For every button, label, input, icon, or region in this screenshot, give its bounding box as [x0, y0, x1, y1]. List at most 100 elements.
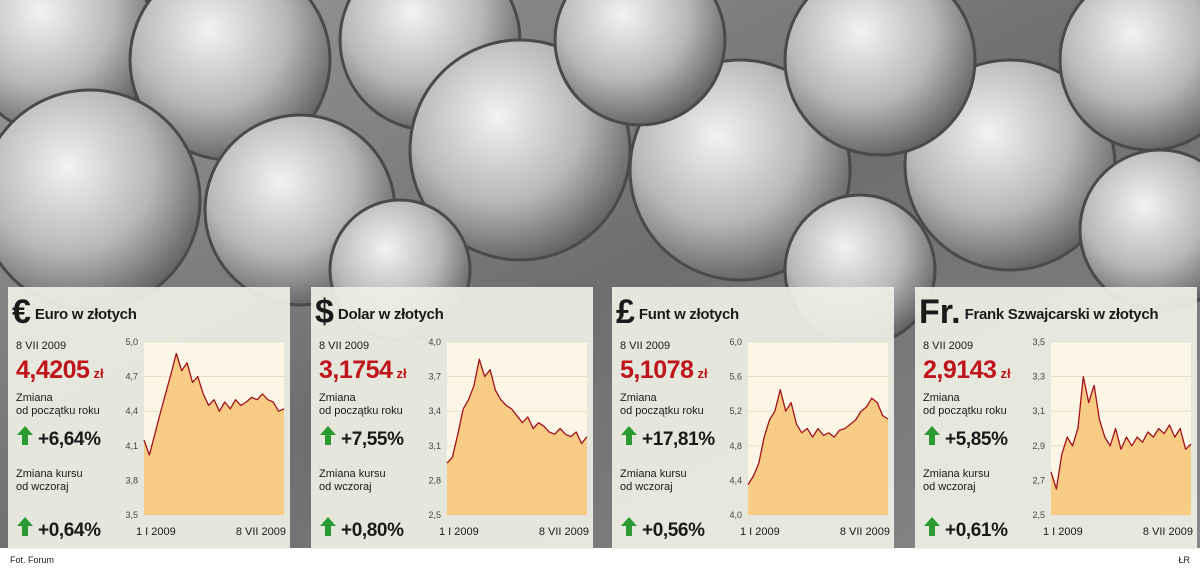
- area: [1051, 376, 1191, 515]
- ytd-label: Zmiana: [319, 392, 357, 404]
- y-tick-label: 3,4: [428, 406, 441, 416]
- ytd-label: Zmiana: [620, 392, 658, 404]
- y-tick-label: 3,7: [428, 372, 441, 382]
- day-label: Zmiana kursu: [16, 468, 83, 480]
- line: [1050, 375, 1192, 490]
- up-arrow: [17, 426, 33, 445]
- day-change: +0,80%: [341, 520, 404, 541]
- panel-title: Frank Szwajcarski w złotych: [965, 306, 1159, 323]
- x-tick-label: 8 VII 2009: [840, 526, 890, 538]
- day-label: od wczoraj: [16, 481, 69, 493]
- y-tick-label: 5,0: [125, 337, 138, 347]
- rate-unit: zł: [1000, 366, 1011, 381]
- y-tick-label: 2,5: [1032, 510, 1045, 520]
- rate: 3,1754: [319, 356, 393, 384]
- area: [447, 359, 587, 515]
- y-tick-label: 3,8: [125, 475, 138, 485]
- up-arrow: [17, 517, 33, 536]
- y-tick-label: 2,8: [428, 475, 441, 485]
- author: ŁR: [1178, 555, 1190, 565]
- day-change: +0,56%: [642, 520, 705, 541]
- date: 8 VII 2009: [620, 340, 670, 352]
- area: [748, 389, 888, 515]
- y-tick-label: 5,2: [729, 406, 742, 416]
- line: [747, 388, 889, 486]
- ytd-label: od początku roku: [319, 405, 403, 417]
- area: [144, 353, 284, 515]
- day-label: Zmiana kursu: [319, 468, 386, 480]
- y-tick-label: 4,7: [125, 372, 138, 382]
- y-tick-label: 3,1: [428, 441, 441, 451]
- x-tick-label: 1 I 2009: [740, 526, 780, 538]
- date: 8 VII 2009: [319, 340, 369, 352]
- y-tick-label: 4,8: [729, 441, 742, 451]
- day-label: Zmiana kursu: [923, 468, 990, 480]
- rate: 5,1078: [620, 356, 694, 384]
- up-arrow: [320, 426, 336, 445]
- x-tick-label: 8 VII 2009: [236, 526, 286, 538]
- date: 8 VII 2009: [16, 340, 66, 352]
- ytd-change: +6,64%: [38, 429, 101, 450]
- up-arrow: [621, 517, 637, 536]
- panel-title: Euro w złotych: [35, 306, 137, 323]
- y-tick-label: 3,3: [1032, 372, 1045, 382]
- panel-title: Dolar w złotych: [338, 306, 444, 323]
- up-arrow: [320, 517, 336, 536]
- rate: 2,9143: [923, 356, 996, 384]
- day-label: Zmiana kursu: [620, 468, 687, 480]
- ytd-label: od początku roku: [620, 405, 704, 417]
- x-tick-label: 8 VII 2009: [1143, 526, 1193, 538]
- line: [143, 352, 285, 456]
- y-tick-label: 6,0: [729, 337, 742, 347]
- currency-symbol: £: [616, 293, 635, 331]
- up-arrow: [924, 517, 940, 536]
- y-tick-label: 3,5: [1032, 337, 1045, 347]
- up-arrow: [621, 426, 637, 445]
- ytd-change: +5,85%: [945, 429, 1008, 450]
- rate-unit: zł: [697, 366, 708, 381]
- day-label: od wczoraj: [923, 481, 976, 493]
- line: [446, 358, 588, 464]
- rate-unit: zł: [93, 366, 104, 381]
- photo-credit: Fot. Forum: [10, 555, 54, 565]
- day-change: +0,61%: [945, 520, 1008, 541]
- rate-unit: zł: [396, 366, 407, 381]
- day-change: +0,64%: [38, 520, 101, 541]
- ytd-label: od początku roku: [16, 405, 100, 417]
- y-tick-label: 4,0: [428, 337, 441, 347]
- x-tick-label: 1 I 2009: [136, 526, 176, 538]
- y-tick-label: 4,0: [729, 510, 742, 520]
- y-tick-label: 4,4: [125, 406, 138, 416]
- ytd-label: Zmiana: [923, 392, 961, 404]
- currency-panel: $ Dolar w złotych 8 VII 2009 3,1754 zł Zmiana…: [311, 287, 593, 549]
- ytd-label: Zmiana: [16, 392, 54, 404]
- y-tick-label: 5,6: [729, 372, 742, 382]
- y-tick-label: 3,1: [1032, 406, 1045, 416]
- ytd-change: +7,55%: [341, 429, 404, 450]
- day-label: od wczoraj: [620, 481, 673, 493]
- y-tick-label: 2,5: [428, 510, 441, 520]
- x-tick-label: 8 VII 2009: [539, 526, 589, 538]
- currency-symbol: $: [315, 293, 334, 331]
- x-tick-label: 1 I 2009: [1043, 526, 1083, 538]
- currency-symbol: €: [12, 293, 31, 331]
- date: 8 VII 2009: [923, 340, 973, 352]
- y-tick-label: 4,1: [125, 441, 138, 451]
- currency-symbol: Fr.: [919, 293, 961, 331]
- x-tick-label: 1 I 2009: [439, 526, 479, 538]
- up-arrow: [924, 426, 940, 445]
- panel-title: Funt w złotych: [639, 306, 739, 323]
- ytd-label: od początku roku: [923, 405, 1007, 417]
- y-tick-label: 3,5: [125, 510, 138, 520]
- day-label: od wczoraj: [319, 481, 372, 493]
- y-tick-label: 2,9: [1032, 441, 1045, 451]
- y-tick-label: 2,7: [1032, 475, 1045, 485]
- currency-panel: Fr. Frank Szwajcarski w złotych 8 VII 2009…: [915, 287, 1197, 549]
- ytd-change: +17,81%: [642, 429, 715, 450]
- rate: 4,4205: [16, 356, 90, 384]
- y-tick-label: 4,4: [729, 475, 742, 485]
